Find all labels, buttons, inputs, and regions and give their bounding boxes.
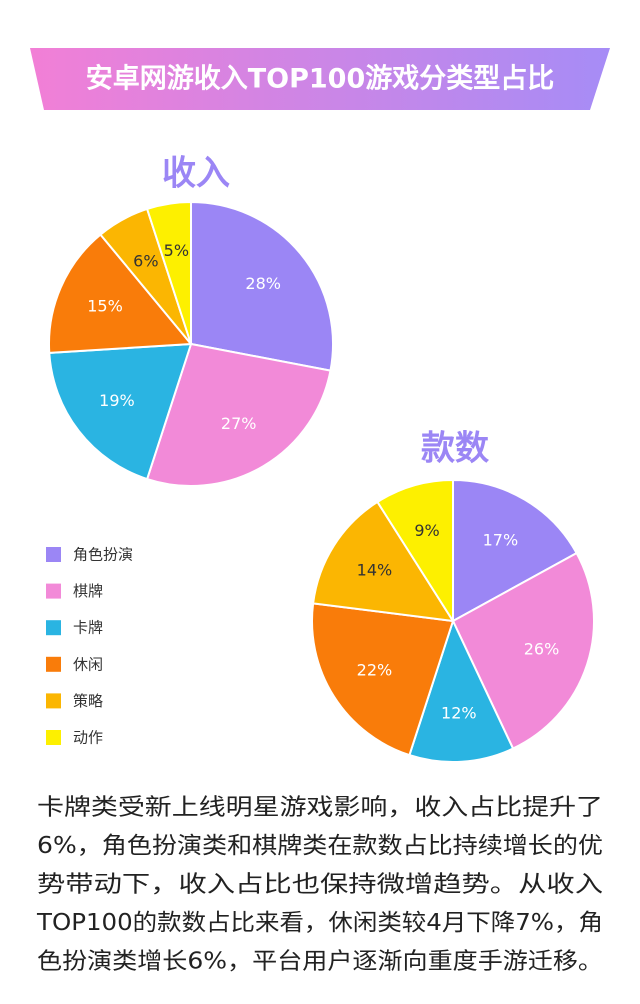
pie-slice <box>145 200 192 345</box>
legend-swatch <box>46 583 61 599</box>
paragraph-line: 色扮演类增长6%，平台用户逐渐向重度手游迁移。 <box>37 949 603 975</box>
pie-slice <box>311 602 455 757</box>
data-label: 14% <box>357 561 393 580</box>
data-label: 26% <box>524 639 560 658</box>
header-bar <box>30 48 610 110</box>
pie-slice <box>190 200 334 372</box>
chart-title: 款数 <box>421 429 489 469</box>
legend-swatch <box>46 620 61 636</box>
paragraph-line: 势带动下，收入占比也保持微增趋势。从收入 <box>37 872 603 898</box>
pie-slice <box>48 233 194 354</box>
data-label: 27% <box>221 414 257 433</box>
data-label: 28% <box>245 274 281 293</box>
paragraph-line: TOP100的款数占比来看，休闲类较4月下降7%，角 <box>36 910 603 936</box>
legend-swatch <box>46 693 61 709</box>
data-label: 19% <box>99 391 135 410</box>
legend-swatch <box>46 656 61 672</box>
legend-label: 策略 <box>73 692 103 710</box>
pie-slice <box>311 500 455 623</box>
legend-label: 卡牌 <box>73 619 103 637</box>
pie-slice <box>376 478 454 625</box>
data-label: 22% <box>357 660 393 679</box>
pie-slice <box>451 551 595 750</box>
header-title: 安卓网游收入TOP100游戏分类型占比 <box>86 64 555 95</box>
legend-label: 棋牌 <box>73 582 103 600</box>
legend-label: 休闲 <box>73 655 103 673</box>
pie-slice <box>452 478 578 623</box>
data-label: 15% <box>87 296 123 315</box>
pie-slice <box>408 618 515 763</box>
chart-title: 收入 <box>162 154 230 194</box>
data-label: 6% <box>133 251 158 270</box>
paragraph-line: 卡牌类受新上线明星游戏影响，收入占比提升了 <box>37 795 603 821</box>
legend-swatch <box>46 730 61 745</box>
data-label: 12% <box>441 703 477 722</box>
pie-slice <box>145 342 332 487</box>
pie-slice <box>48 342 193 481</box>
data-label: 5% <box>164 241 189 260</box>
data-label: 9% <box>414 521 439 540</box>
paragraph-line: 6%，角色扮演类和棋牌类在款数占比持续增长的优 <box>37 833 603 859</box>
data-label: 17% <box>483 530 519 549</box>
legend-label: 动作 <box>73 729 103 747</box>
legend-swatch <box>46 547 61 562</box>
legend-label: 角色扮演 <box>73 546 133 564</box>
